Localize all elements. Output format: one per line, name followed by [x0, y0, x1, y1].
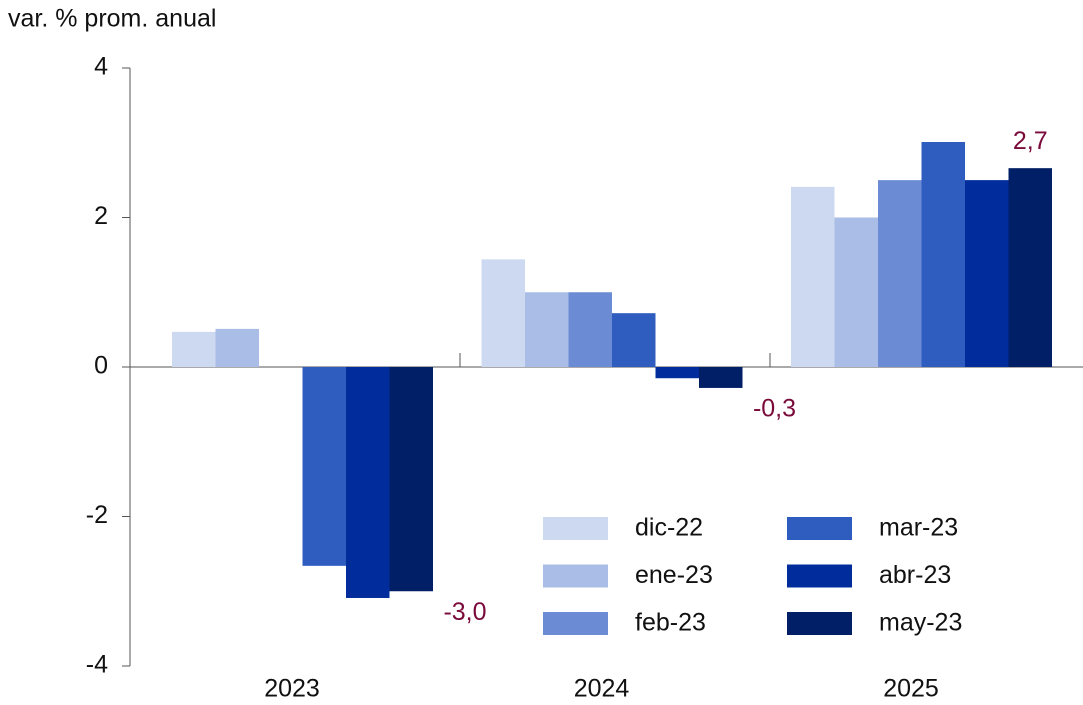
- y-tick-label: -4: [86, 651, 108, 679]
- value-label: -0,3: [753, 395, 796, 423]
- bar: [481, 259, 525, 367]
- y-tick-label: 2: [94, 202, 108, 230]
- legend-swatch: [787, 612, 852, 635]
- legend-label: may-23: [879, 609, 962, 637]
- bar: [568, 292, 612, 367]
- y-tick-label: -2: [86, 501, 108, 529]
- bar: [302, 367, 346, 566]
- bar: [525, 292, 569, 367]
- legend-label: ene-23: [635, 561, 713, 589]
- bar: [965, 180, 1009, 367]
- x-tick-label: 2024: [574, 675, 630, 703]
- legend-label: mar-23: [879, 514, 958, 542]
- legend-label: dic-22: [635, 514, 703, 542]
- bar: [172, 331, 216, 367]
- y-axis-label: var. % prom. anual: [8, 5, 216, 33]
- bar: [389, 367, 433, 592]
- x-tick-label: 2023: [264, 675, 320, 703]
- y-tick-label: 0: [94, 352, 108, 380]
- bar: [215, 328, 259, 367]
- x-tick-label: 2025: [883, 675, 939, 703]
- bar: [921, 142, 965, 367]
- legend-swatch: [787, 564, 852, 588]
- legend-swatch: [543, 612, 608, 635]
- legend-label: abr-23: [879, 561, 951, 589]
- legend-label: feb-23: [635, 609, 706, 637]
- bar: [878, 180, 922, 367]
- legend-swatch: [543, 517, 608, 540]
- legend-swatch: [787, 517, 852, 540]
- y-tick-label: 4: [94, 53, 108, 81]
- bar: [346, 367, 390, 598]
- value-label: -3,0: [443, 598, 486, 626]
- bar: [1008, 168, 1052, 367]
- value-label: 2,7: [1013, 127, 1048, 155]
- bar: [791, 186, 835, 367]
- bar: [834, 217, 878, 367]
- bar: [612, 313, 656, 367]
- bar: [655, 367, 699, 379]
- legend-swatch: [543, 564, 608, 588]
- bar: [699, 367, 743, 388]
